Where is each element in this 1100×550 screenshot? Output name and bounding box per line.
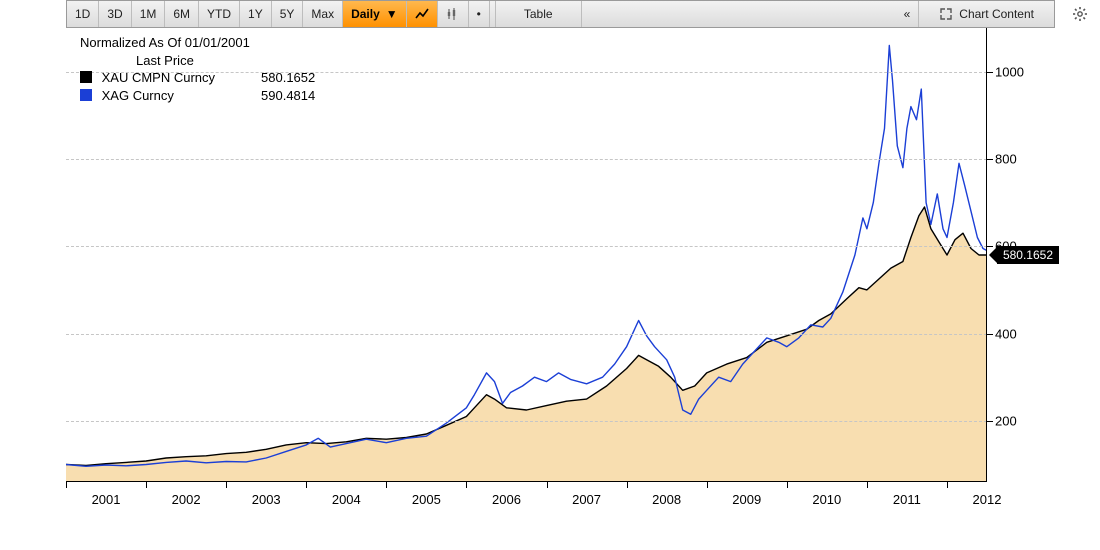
y-axis: 580.1652 2004006008001000 xyxy=(987,28,1055,482)
x-tick-label: 2008 xyxy=(652,492,681,507)
x-tick xyxy=(947,482,948,488)
x-tick xyxy=(547,482,548,488)
gridline xyxy=(66,246,987,247)
x-tick xyxy=(707,482,708,488)
legend-row-xag: XAG Curncy 590.4814 xyxy=(80,87,315,105)
x-tick-label: 2005 xyxy=(412,492,441,507)
y-tick xyxy=(987,72,993,73)
range-1m-button[interactable]: 1M xyxy=(132,1,166,27)
range-6m-button[interactable]: 6M xyxy=(165,1,199,27)
chart-type-button[interactable] xyxy=(407,1,438,27)
legend-swatch-xau xyxy=(80,71,92,83)
x-tick xyxy=(787,482,788,488)
x-tick-label: 2006 xyxy=(492,492,521,507)
y-tick xyxy=(987,421,993,422)
y-tick-label: 200 xyxy=(995,413,1017,428)
x-tick-label: 2011 xyxy=(893,492,921,507)
settings-button[interactable] xyxy=(1072,6,1088,27)
legend-swatch-xag xyxy=(80,89,92,101)
x-tick xyxy=(466,482,467,488)
line-chart-icon xyxy=(415,7,429,21)
legend-name-xag: XAG Curncy xyxy=(102,87,234,105)
x-tick-label: 2007 xyxy=(572,492,601,507)
dot-icon: • xyxy=(477,7,481,21)
range-1d-button[interactable]: 1D xyxy=(67,1,99,27)
legend-value-xag: 590.4814 xyxy=(243,87,315,105)
y-tick-label: 1000 xyxy=(995,64,1024,79)
range-3d-button[interactable]: 3D xyxy=(99,1,131,27)
chart-content-button[interactable]: Chart Content xyxy=(919,1,1054,27)
chart-style-dropdown[interactable]: • xyxy=(469,1,490,27)
x-tick xyxy=(226,482,227,488)
chart-plot-area[interactable]: Normalized As Of 01/01/2001 Last Price X… xyxy=(66,28,987,482)
x-tick xyxy=(386,482,387,488)
chart-toolbar: 1D 3D 1M 6M YTD 1Y 5Y Max Daily ▼ • xyxy=(66,0,1055,28)
y-tick xyxy=(987,334,993,335)
legend-row-xau: XAU CMPN Curncy 580.1652 xyxy=(80,69,315,87)
x-tick xyxy=(146,482,147,488)
chart-container: Normalized As Of 01/01/2001 Last Price X… xyxy=(66,28,1055,512)
x-tick-label: 2004 xyxy=(332,492,361,507)
legend-name-xau: XAU CMPN Curncy xyxy=(102,69,234,87)
x-tick xyxy=(627,482,628,488)
legend-title: Normalized As Of 01/01/2001 xyxy=(80,34,315,52)
collapse-button[interactable]: « xyxy=(896,1,920,27)
candlestick-icon xyxy=(446,7,460,21)
table-button[interactable]: Table xyxy=(496,1,582,27)
gridline xyxy=(66,159,987,160)
x-tick-label: 2009 xyxy=(732,492,761,507)
expand-icon xyxy=(939,7,953,21)
x-tick-label: 2012 xyxy=(973,492,1002,507)
x-tick-label: 2003 xyxy=(252,492,281,507)
y-tick-label: 400 xyxy=(995,326,1017,341)
x-axis: 2001 2002 2003 2004 2005 2006 2007 2008 2009 2010… xyxy=(66,482,987,512)
chart-legend: Normalized As Of 01/01/2001 Last Price X… xyxy=(80,34,315,104)
range-5y-button[interactable]: 5Y xyxy=(272,1,304,27)
chevron-down-icon: ▼ xyxy=(386,7,398,21)
range-max-button[interactable]: Max xyxy=(303,1,343,27)
range-1y-button[interactable]: 1Y xyxy=(240,1,272,27)
legend-value-xau: 580.1652 xyxy=(243,69,315,87)
frequency-label: Daily xyxy=(351,7,380,21)
x-tick xyxy=(306,482,307,488)
x-tick-label: 2002 xyxy=(172,492,201,507)
chart-content-label: Chart Content xyxy=(959,7,1034,21)
x-tick-label: 2010 xyxy=(812,492,841,507)
frequency-dropdown[interactable]: Daily ▼ xyxy=(343,1,407,27)
y-tick xyxy=(987,246,993,247)
gridline xyxy=(66,334,987,335)
y-tick-label: 600 xyxy=(995,239,1017,254)
candlestick-button[interactable] xyxy=(438,1,469,27)
x-tick xyxy=(867,482,868,488)
y-tick-label: 800 xyxy=(995,151,1017,166)
x-tick xyxy=(66,482,67,488)
legend-subtitle: Last Price xyxy=(80,52,315,70)
y-tick xyxy=(987,159,993,160)
gridline xyxy=(66,421,987,422)
range-ytd-button[interactable]: YTD xyxy=(199,1,240,27)
gear-icon xyxy=(1072,9,1088,26)
x-tick-label: 2001 xyxy=(92,492,121,507)
terminal-window: 1D 3D 1M 6M YTD 1Y 5Y Max Daily ▼ • xyxy=(0,0,1100,550)
area-fill xyxy=(66,207,987,482)
